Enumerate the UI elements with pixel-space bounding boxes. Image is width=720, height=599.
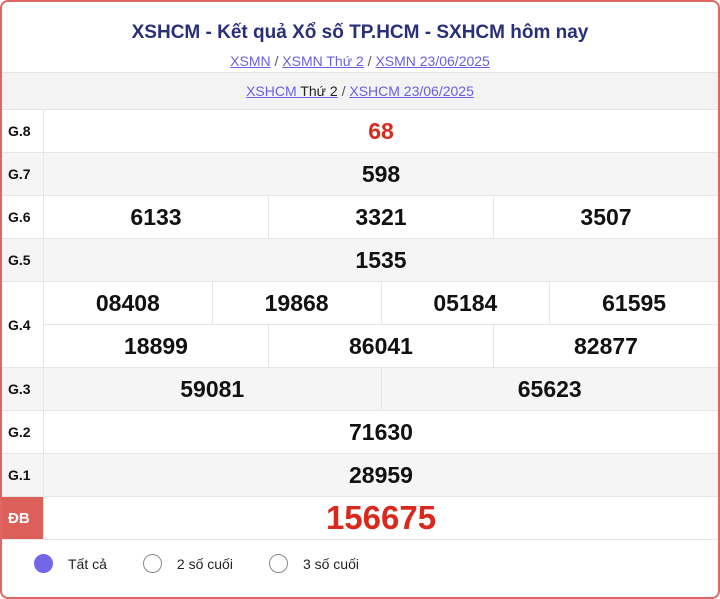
prize-row: G.8 68 [2,110,718,153]
radio-label: 2 số cuối [176,555,233,572]
prize-number: 3507 [493,196,718,238]
filter-radio-1[interactable]: 2 số cuối [142,554,233,573]
prize-number: 65623 [380,368,719,410]
prize-label: G.2 [2,411,44,453]
prize-label: G.4 [2,282,44,367]
prize-number: 59081 [180,375,245,402]
breadcrumb-xsmn-date[interactable]: XSMN 23/06/2025 [375,53,490,69]
number-filter: Tất cả 2 số cuối 3 số cuối [34,554,395,573]
prize-number: 156675 [325,499,437,536]
sub-navigation: XSHCM Thứ 2 / XSHCM 23/06/2025 [2,72,718,110]
prize-row: G.7 598 [2,153,718,196]
prize-number: 1535 [355,246,407,273]
prize-number: 68 [368,117,394,144]
prize-label: G.7 [2,153,44,195]
prize-number: 82877 [493,325,718,367]
prize-number: 28959 [349,461,413,488]
breadcrumb-xsmn[interactable]: XSMN [230,53,271,69]
prize-row: G.6 6133 3321 3507 [2,196,718,239]
separator: / [274,53,279,69]
radio-label: Tất cả [68,555,107,572]
prize-row: G.5 1535 [2,239,718,282]
prize-row: ĐB 156675 [2,497,718,540]
prize-label: G.1 [2,454,44,496]
radio-label: 3 số cuối [302,555,359,572]
prize-row: G.4 08408 19868 05184 61595 18899 86041 82877 [2,282,718,368]
prize-number: 598 [361,160,401,187]
prize-label: G.8 [2,110,44,152]
prize-label: G.6 [2,196,44,238]
results-table: G.8 68 G.7 598 G.6 6133 3321 3507 G.5 1535 G.4 0840… [2,110,718,540]
prize-row: G.1 28959 [2,454,718,497]
prize-label: G.3 [2,368,44,410]
radio-icon[interactable] [142,554,162,573]
separator: / [367,53,372,69]
breadcrumb-xsmn-thu2[interactable]: XSMN Thứ 2 [282,53,364,69]
prize-number: 19868 [211,282,381,324]
prize-number: 18899 [124,332,188,359]
prize-number: 71630 [349,418,413,445]
link-xshcm-thu2[interactable]: XSHCM Thứ 2 [246,83,338,99]
prize-number: 86041 [268,325,493,367]
prize-number: 08408 [95,289,160,316]
breadcrumb: XSMN / XSMN Thứ 2 / XSMN 23/06/2025 [2,53,718,69]
prize-label: ĐB [2,497,44,539]
radio-icon[interactable] [34,554,53,573]
prize-row: G.3 59081 65623 [2,368,718,411]
radio-icon[interactable] [268,554,288,573]
prize-label: G.5 [2,239,44,281]
prize-number: 61595 [549,282,718,324]
separator: / [341,83,346,99]
page-title: XSHCM - Kết quả Xổ số TP.HCM - SXHCM hôm… [131,22,589,43]
prize-number: 3321 [268,196,493,238]
link-xshcm-date[interactable]: XSHCM 23/06/2025 [349,83,474,99]
filter-radio-0[interactable]: Tất cả [34,554,107,573]
prize-row: G.2 71630 [2,411,718,454]
filter-radio-2[interactable]: 3 số cuối [268,554,359,573]
prize-number: 6133 [130,203,182,230]
prize-number: 05184 [380,282,550,324]
